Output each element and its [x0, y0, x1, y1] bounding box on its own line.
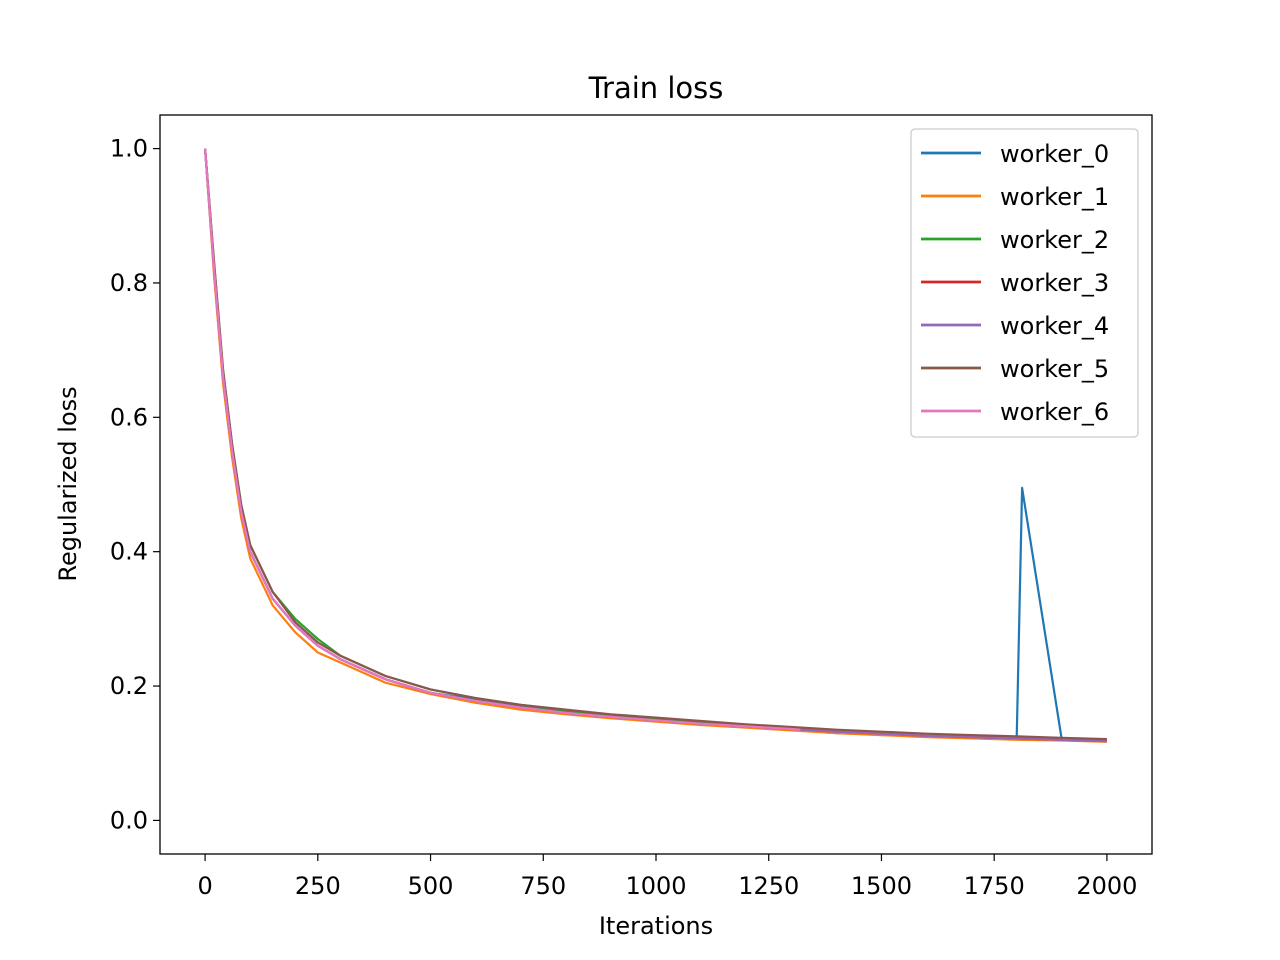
- legend-label-worker_3: worker_3: [1000, 269, 1109, 297]
- legend-label-worker_0: worker_0: [1000, 140, 1109, 168]
- x-axis-label: Iterations: [599, 912, 713, 940]
- x-tick-label: 250: [295, 872, 341, 900]
- series-line-worker_1: [204, 148, 1107, 743]
- legend-box: [910, 128, 1139, 438]
- legend-label-worker_1: worker_1: [1000, 183, 1109, 211]
- y-axis-label: Regularized loss: [54, 386, 82, 581]
- x-axis-ticks: 0 250 500 750 1000 1250 1500 1750 2000: [197, 854, 1137, 900]
- y-axis-ticks: 0.0 0.2 0.4 0.6 0.8 1.0: [110, 135, 160, 834]
- legend-label-worker_2: worker_2: [1000, 226, 1109, 254]
- y-tick-label: 1.0: [110, 135, 148, 163]
- x-tick-label: 1750: [964, 872, 1025, 900]
- y-tick-label: 0.8: [110, 269, 148, 297]
- y-tick-label: 0.4: [110, 538, 148, 566]
- x-tick-label: 0: [197, 872, 212, 900]
- legend: worker_0 worker_1 worker_2 worker_3 worker_4…: [910, 128, 1139, 438]
- y-tick-label: 0.2: [110, 672, 148, 700]
- x-tick-label: 2000: [1076, 872, 1137, 900]
- chart-title: Train loss: [588, 71, 724, 105]
- y-tick-label: 0.6: [110, 403, 148, 431]
- x-tick-label: 1250: [738, 872, 799, 900]
- series-line-worker_6: [204, 148, 801, 731]
- y-tick-label: 0.0: [110, 806, 148, 834]
- x-tick-label: 500: [408, 872, 454, 900]
- series-layer: [204, 148, 1107, 743]
- x-tick-label: 1000: [625, 872, 686, 900]
- series-line-worker_5: [204, 148, 1107, 741]
- x-tick-label: 1500: [851, 872, 912, 900]
- legend-label-worker_5: worker_5: [1000, 355, 1109, 383]
- legend-label-worker_4: worker_4: [1000, 312, 1109, 340]
- x-tick-label: 750: [520, 872, 566, 900]
- legend-label-worker_6: worker_6: [1000, 398, 1109, 426]
